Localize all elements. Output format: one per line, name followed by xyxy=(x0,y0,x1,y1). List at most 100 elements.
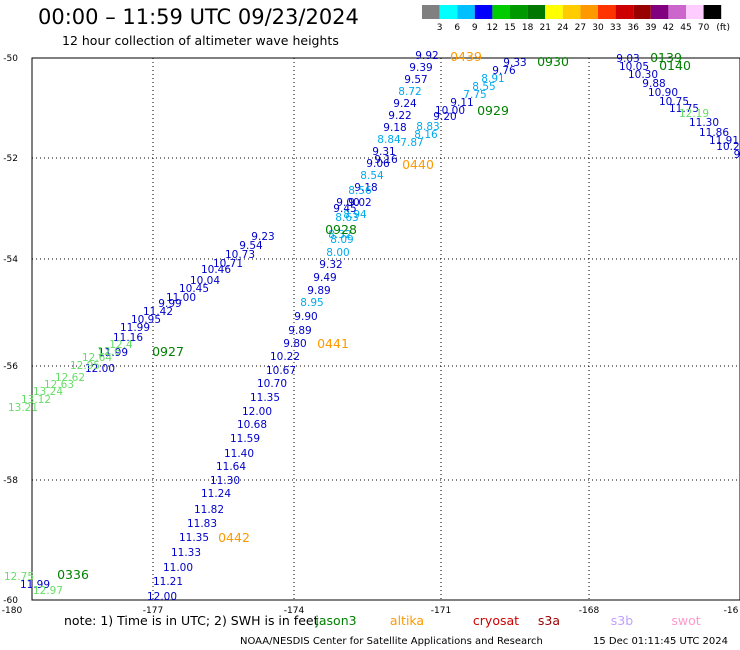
wave-height-label: 9.45 xyxy=(333,203,356,215)
wave-height-label: 9 xyxy=(734,149,740,161)
y-axis-ticks: -50 -52 -54 -56 -58 -60 xyxy=(3,54,18,606)
wave-height-label: 9.57 xyxy=(404,74,427,86)
wave-height-label: 11.75 xyxy=(669,103,699,115)
wave-height-label: 12.6 xyxy=(97,346,121,358)
wave-height-label: 9.03 xyxy=(616,53,639,65)
wave-height-label: 8.56 xyxy=(348,185,372,197)
pass-time-label: 0140 xyxy=(659,58,691,73)
wave-height-label: 10.73 xyxy=(225,249,255,261)
satellite-name-s3a: s3a xyxy=(538,613,560,628)
wave-height-label: 9.24 xyxy=(393,98,417,110)
footer: note: 1) Time is in UTC; 2) SWH is in fe… xyxy=(64,613,728,647)
wave-height-label: 12.4 xyxy=(109,339,133,351)
legend-swatch xyxy=(457,5,475,19)
latitude-tick-label: -54 xyxy=(3,255,18,265)
wave-height-label: 9.18 xyxy=(354,182,377,194)
wave-height-labels: 9.929.399.578.729.249.229.189.319.068.84… xyxy=(4,50,740,603)
wave-height-label: 8.95 xyxy=(300,297,323,309)
wave-height-label: 11.21 xyxy=(153,576,183,588)
wave-height-label: 12.75 xyxy=(4,571,34,583)
wave-height-label: 11.99 xyxy=(98,347,128,359)
wave-height-label: 11.00 xyxy=(166,292,196,304)
satellite-name-swot: swot xyxy=(671,613,700,628)
wave-height-label: 12.00 xyxy=(242,406,272,418)
wave-height-label: 11.42 xyxy=(143,306,173,318)
wave-height-label: 8.00 xyxy=(326,247,349,259)
wave-height-label: 10.71 xyxy=(213,258,243,270)
wave-height-label: 8.72 xyxy=(398,86,421,98)
wave-height-label: 10.22 xyxy=(270,351,300,363)
wave-height-label: 10.75 xyxy=(659,96,689,108)
wave-height-label: 13.12 xyxy=(21,394,51,406)
wave-height-label: 9.20 xyxy=(433,111,456,123)
satellite-name-s3b: s3b xyxy=(611,613,633,628)
legend-tick-label: 9 xyxy=(472,23,478,33)
wave-height-label: 9.06 xyxy=(366,158,390,170)
satellite-name-altika: altika xyxy=(390,613,424,628)
legend-swatch xyxy=(527,5,546,19)
legend-unit-label: (ft) xyxy=(716,23,730,33)
legend-swatch xyxy=(562,5,581,19)
wave-height-label: 9.00 xyxy=(336,197,359,209)
wave-height-label: 8.09 xyxy=(330,234,353,246)
wave-height-label: 9.18 xyxy=(383,122,406,134)
wave-height-label: 10.90 xyxy=(648,87,678,99)
wave-height-label: 10.45 xyxy=(179,283,209,295)
wave-height-label: 9.39 xyxy=(409,62,432,74)
wave-height-label: 10.67 xyxy=(266,365,296,377)
wave-height-label: 9.89 xyxy=(288,325,311,337)
wave-height-label: 9.33 xyxy=(503,57,526,69)
wave-height-label: 12.00 xyxy=(85,363,115,375)
pass-time-label: 0929 xyxy=(477,103,509,118)
pass-time-label: 0928 xyxy=(325,222,357,237)
wave-height-label: 10.46 xyxy=(201,264,231,276)
satellite-name-cryosat: cryosat xyxy=(473,613,519,628)
wave-height-label: 11.99 xyxy=(120,322,150,334)
wave-height-label: 10.00 xyxy=(435,105,465,117)
pass-time-label: 0442 xyxy=(218,530,250,545)
satellite-name-jason3: jason3 xyxy=(314,613,356,628)
legend-swatch xyxy=(492,5,510,19)
legend-tick-label: 21 xyxy=(539,23,550,33)
wave-height-label: 11.00 xyxy=(163,562,193,574)
wave-height-label: 11.82 xyxy=(194,504,224,516)
legend-swatch xyxy=(474,5,493,19)
wave-height-label: 9.02 xyxy=(348,197,371,209)
wave-height-label: 7.75 xyxy=(463,89,486,101)
legend-swatch xyxy=(633,5,651,19)
wave-height-label: 10.30 xyxy=(628,69,658,81)
wave-height-label: 8.83 xyxy=(416,121,439,133)
wave-height-label: 12.63 xyxy=(44,379,74,391)
wave-height-label: 10.04 xyxy=(190,275,220,287)
wave-height-label: 11.30 xyxy=(210,475,240,487)
longitude-tick-label: -174 xyxy=(284,606,305,616)
legend-swatch xyxy=(580,5,598,19)
wave-height-label: 12.95 xyxy=(70,360,100,372)
color-scale-legend: 3 6 9 12 15 18 21 24 27 30 33 36 39 42 45 70 (ft) xyxy=(422,5,730,33)
wave-height-label: 9.11 xyxy=(450,97,473,109)
wave-height-label: 8.16 xyxy=(414,129,438,141)
legend-tick-label: 18 xyxy=(522,23,534,33)
map-subtitle: 12 hour collection of altimeter wave hei… xyxy=(62,33,339,48)
pass-time-label: 0139 xyxy=(650,50,682,65)
wave-height-label: 12.97 xyxy=(33,585,63,597)
longitude-tick-label: -168 xyxy=(579,606,600,616)
wave-height-label: 9.49 xyxy=(313,272,336,284)
pass-time-label: 0336 xyxy=(57,567,89,582)
latitude-tick-label: -56 xyxy=(3,362,18,372)
wave-height-label: 11.40 xyxy=(224,448,254,460)
legend-tick-label: 27 xyxy=(575,23,586,33)
wave-height-label: 10.68 xyxy=(237,419,267,431)
pass-time-label: 0439 xyxy=(450,49,482,64)
map-title: 00:00 – 11:59 UTC 09/23/2024 xyxy=(38,5,359,29)
longitude-tick-label: -177 xyxy=(143,606,163,616)
wave-height-label: 9.89 xyxy=(307,285,330,297)
wave-height-label: 11.35 xyxy=(250,392,280,404)
pass-time-label: 0927 xyxy=(152,344,184,359)
wave-height-label: 9.76 xyxy=(492,65,516,77)
wave-height-label: 11.33 xyxy=(171,547,201,559)
legend-tick-label: 3 xyxy=(437,23,443,33)
wave-height-label: 12.64 xyxy=(82,352,112,364)
wave-height-label: 11.91 xyxy=(709,135,739,147)
